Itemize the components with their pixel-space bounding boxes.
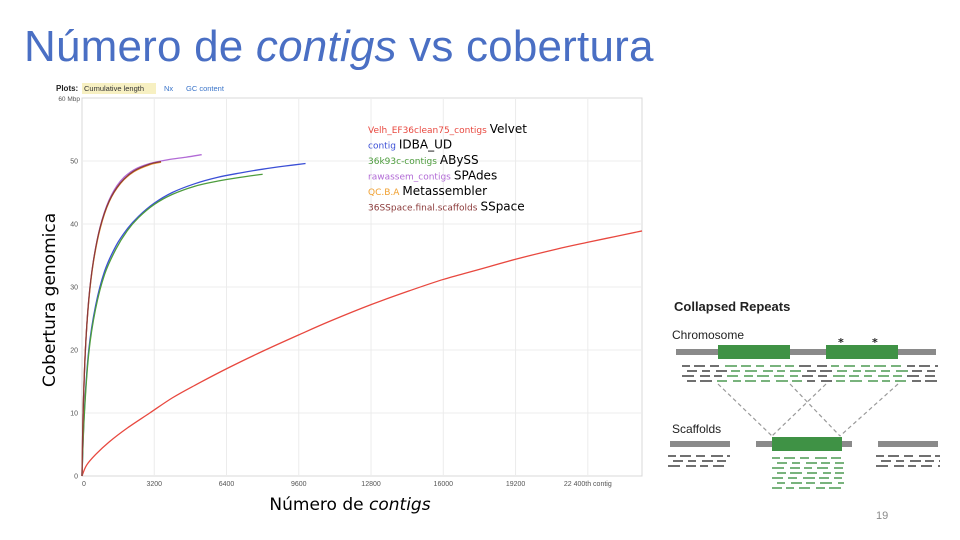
plots-tab[interactable]: GC content: [186, 84, 225, 93]
chromosome-repeat-1: [718, 345, 790, 359]
plots-tab[interactable]: Nx: [164, 84, 173, 93]
x-tick-label: 6400: [219, 481, 235, 488]
mapping-line: [717, 383, 773, 437]
plots-label: Plots:: [56, 84, 78, 93]
mapping-line: [839, 383, 899, 437]
y-tick-label: 40: [70, 222, 78, 229]
slide-number: 19: [876, 510, 889, 522]
y-tick-label: 20: [70, 348, 78, 355]
scaffold-reads: [668, 455, 940, 489]
legend-tool-name: ABySS: [440, 153, 479, 167]
grid: [82, 98, 642, 476]
x-tick-label: 3200: [146, 481, 162, 488]
chromosome-backbone: [676, 349, 936, 355]
legend-tool-name: SPAdes: [454, 169, 497, 183]
y-tick-label: 0: [74, 474, 78, 481]
legend-series-name: QC.B.A: [368, 188, 400, 198]
collapsed-repeats-diagram: Collapsed Repeats Chromosome * * Scaffol…: [668, 299, 940, 489]
title-text-em: contigs: [255, 22, 397, 71]
x-axis-title: Número de contigs: [269, 495, 430, 515]
mapping-line: [789, 383, 841, 437]
legend-series-name: contig: [368, 142, 396, 152]
series-line-abyss: [81, 173, 263, 477]
x-ticks: 0 3200 6400 9600 12800 16000 19200 22 400th con…: [82, 481, 612, 488]
slide-title: Número de contigs vs cobertura: [24, 22, 654, 72]
y-tick-label: 50: [70, 159, 78, 166]
y-unit-label: 60 Mbp: [58, 96, 80, 103]
scaffold-repeat: [772, 437, 842, 451]
x-axis-title-pre: Número de: [269, 495, 369, 515]
legend-series-name: Velh_EF36clean75_contigs: [368, 126, 487, 136]
legend-tool-name: SSpace: [480, 200, 524, 214]
series-line-sspace: [81, 160, 162, 477]
x-tick-label: 19200: [506, 481, 526, 488]
plots-tabs: Cumulative length Nx GC content: [82, 83, 225, 94]
plots-tab-active-bg: [82, 83, 156, 94]
legend-tool-name: Velvet: [490, 122, 527, 136]
legend: Velh_EF36clean75_contigs Velvet contig IDBA…: [368, 122, 527, 214]
legend-series-name: rawassem_contigs: [368, 173, 451, 183]
title-text-post: vs cobertura: [396, 22, 654, 71]
chromosome-reads: [682, 365, 938, 382]
title-text-pre: Número de: [24, 22, 256, 71]
x-axis-title-em: contigs: [369, 495, 431, 515]
repeat-marker-1: *: [838, 336, 844, 349]
chromosome-repeat-2: [826, 345, 898, 359]
x-tick-label: 22 400th contig: [564, 481, 612, 488]
scaffold-right: [878, 441, 938, 447]
plots-tab[interactable]: Cumulative length: [84, 84, 144, 93]
legend-tool-name: Metassembler: [402, 184, 487, 198]
x-tick-label: 9600: [291, 481, 307, 488]
scaffolds-label: Scaffolds: [672, 422, 721, 436]
legend-tool-name: IDBA_UD: [399, 138, 452, 152]
repeat-marker-2: *: [872, 336, 878, 349]
repeats-title: Collapsed Repeats: [674, 299, 790, 314]
series-lines: [81, 154, 643, 477]
y-tick-label: 30: [70, 285, 78, 292]
x-tick-label: 12800: [361, 481, 381, 488]
y-ticks: 0 10 20 30 40 50: [70, 159, 78, 481]
legend-series-name: 36k93c-contigs: [368, 157, 437, 167]
legend-series-name: 36SSpace.final.scaffolds: [368, 204, 478, 214]
x-tick-label: 0: [82, 481, 86, 488]
chromosome-label: Chromosome: [672, 328, 744, 342]
scaffold-left: [670, 441, 730, 447]
series-line-velvet: [81, 230, 643, 477]
mapping-lines: [717, 383, 899, 437]
mapping-line: [771, 383, 827, 437]
y-axis-title: Cobertura genomica: [40, 213, 60, 387]
x-tick-label: 16000: [434, 481, 454, 488]
y-tick-label: 10: [70, 411, 78, 418]
